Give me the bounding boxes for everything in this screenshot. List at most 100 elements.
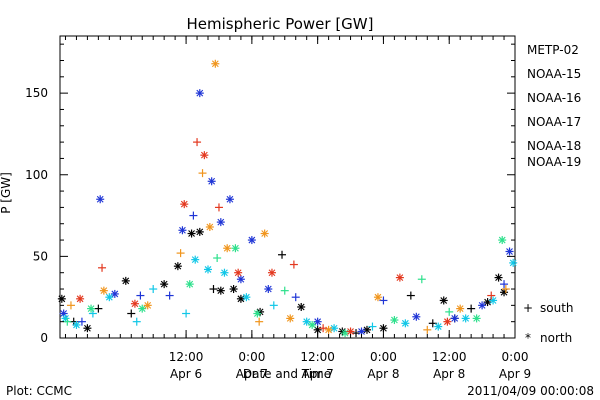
- x-tick-date-label: Apr 8: [367, 367, 399, 381]
- data-point-noaa-19: [443, 317, 452, 326]
- legend: METP-02 NOAA-15 NOAA-16 NOAA-17 NOAA-18 …: [527, 43, 581, 169]
- data-point-noaa-15: [216, 218, 225, 227]
- data-point-noaa-19: [267, 268, 276, 277]
- data-point-noaa-15: [136, 291, 145, 300]
- data-point-noaa-19: [289, 260, 298, 269]
- data-point-noaa-16: [220, 268, 229, 277]
- data-point-noaa-17: [417, 275, 426, 284]
- data-point-noaa-18: [211, 59, 220, 68]
- data-point-noaa-15: [207, 177, 216, 186]
- scatter-marker-layer: [57, 59, 518, 338]
- data-point-noaa-18: [99, 286, 108, 295]
- data-point-noaa-17: [445, 307, 454, 316]
- data-point-metp-02: [278, 250, 287, 259]
- data-point-noaa-16: [434, 322, 443, 331]
- data-point-noaa-18: [260, 229, 269, 238]
- data-point-noaa-15: [178, 226, 187, 235]
- data-point-metp-02: [229, 285, 238, 294]
- data-point-noaa-15: [412, 312, 421, 321]
- data-point-noaa-17: [231, 244, 240, 253]
- data-point-noaa-16: [401, 319, 410, 328]
- x-tick-time-label: 0:00: [502, 350, 529, 364]
- legend-item-noaa-17: NOAA-17: [527, 115, 581, 129]
- timestamp-label: 2011/04/09 00:00:08: [467, 384, 594, 398]
- data-point-noaa-16: [191, 255, 200, 264]
- data-point-metp-02: [236, 294, 245, 303]
- data-point-metp-02: [406, 291, 415, 300]
- data-point-noaa-15: [247, 236, 256, 245]
- data-point-noaa-15: [291, 293, 300, 302]
- data-point-noaa-17: [253, 309, 262, 318]
- data-point-noaa-18: [198, 169, 207, 178]
- x-tick-date-label: Apr 7: [236, 367, 268, 381]
- y-tick-label: 150: [25, 86, 48, 100]
- data-point-noaa-19: [76, 294, 85, 303]
- data-point-noaa-17: [498, 236, 507, 245]
- north-marker-symbol: *: [525, 331, 531, 345]
- data-point-metp-02: [494, 273, 503, 282]
- data-point-noaa-19: [200, 151, 209, 160]
- data-point-noaa-18: [143, 301, 152, 310]
- data-point-noaa-16: [302, 317, 311, 326]
- axis-layer: 0 50 100 150 12:00 Apr 6 0:00 Apr 7 12:00 Apr 7 0:…: [25, 36, 531, 381]
- data-point-noaa-19: [487, 291, 496, 300]
- data-point-noaa-16: [182, 309, 191, 318]
- data-point-noaa-15: [313, 317, 322, 326]
- data-point-noaa-18: [286, 314, 295, 323]
- data-point-noaa-15: [110, 289, 119, 298]
- y-tick-label: 100: [25, 168, 48, 182]
- plot-source-label: Plot: CCMC: [6, 384, 72, 398]
- data-point-noaa-15: [505, 247, 514, 256]
- data-point-noaa-15: [450, 314, 459, 323]
- data-point-noaa-17: [138, 304, 147, 313]
- data-point-noaa-16: [269, 301, 278, 310]
- data-point-metp-02: [352, 329, 361, 338]
- data-point-noaa-18: [255, 317, 264, 326]
- data-point-noaa-16: [72, 320, 81, 329]
- legend-item-noaa-16: NOAA-16: [527, 91, 581, 105]
- data-point-noaa-18: [373, 293, 382, 302]
- data-point-noaa-17: [213, 254, 222, 263]
- data-point-noaa-16: [204, 265, 213, 274]
- plot-area-frame: [59, 35, 516, 339]
- y-tick-label: 0: [40, 331, 48, 345]
- north-marker-label: north: [540, 331, 572, 345]
- x-tick-date-label: Apr 6: [170, 367, 202, 381]
- legend-item-noaa-19: NOAA-19: [527, 155, 581, 169]
- x-tick-time-label: 12:00: [169, 350, 204, 364]
- data-point-noaa-15: [189, 211, 198, 220]
- data-point-metp-02: [83, 324, 92, 333]
- data-point-noaa-16: [242, 293, 251, 302]
- x-tick-date-label: Apr 8: [433, 367, 465, 381]
- data-point-noaa-18: [423, 325, 432, 334]
- data-point-noaa-16: [105, 293, 114, 302]
- data-point-noaa-17: [63, 317, 72, 326]
- data-point-metp-02: [121, 276, 130, 285]
- data-point-metp-02: [428, 319, 437, 328]
- south-marker-symbol: +: [523, 301, 533, 315]
- data-point-noaa-17: [308, 320, 317, 329]
- data-point-noaa-18: [176, 249, 185, 258]
- data-point-noaa-15: [379, 296, 388, 305]
- data-point-noaa-19: [214, 203, 223, 212]
- legend-item-noaa-15: NOAA-15: [527, 67, 581, 81]
- data-point-noaa-15: [225, 195, 234, 204]
- data-point-noaa-18: [66, 301, 75, 310]
- data-point-noaa-15: [165, 291, 174, 300]
- data-point-noaa-17: [390, 316, 399, 325]
- y-tick-label: 50: [33, 249, 48, 263]
- data-point-noaa-17: [472, 314, 481, 323]
- data-point-metp-02: [216, 286, 225, 295]
- data-point-noaa-16: [461, 314, 470, 323]
- data-point-noaa-18: [501, 285, 510, 294]
- data-point-metp-02: [439, 296, 448, 305]
- data-point-noaa-19: [193, 138, 202, 147]
- data-point-metp-02: [500, 288, 509, 297]
- data-point-noaa-18: [223, 244, 232, 253]
- data-point-noaa-19: [234, 268, 243, 277]
- marker-legend: + south * north: [523, 301, 574, 345]
- data-point-noaa-16: [489, 296, 498, 305]
- data-point-noaa-19: [180, 200, 189, 209]
- x-tick-time-label: 12:00: [432, 350, 467, 364]
